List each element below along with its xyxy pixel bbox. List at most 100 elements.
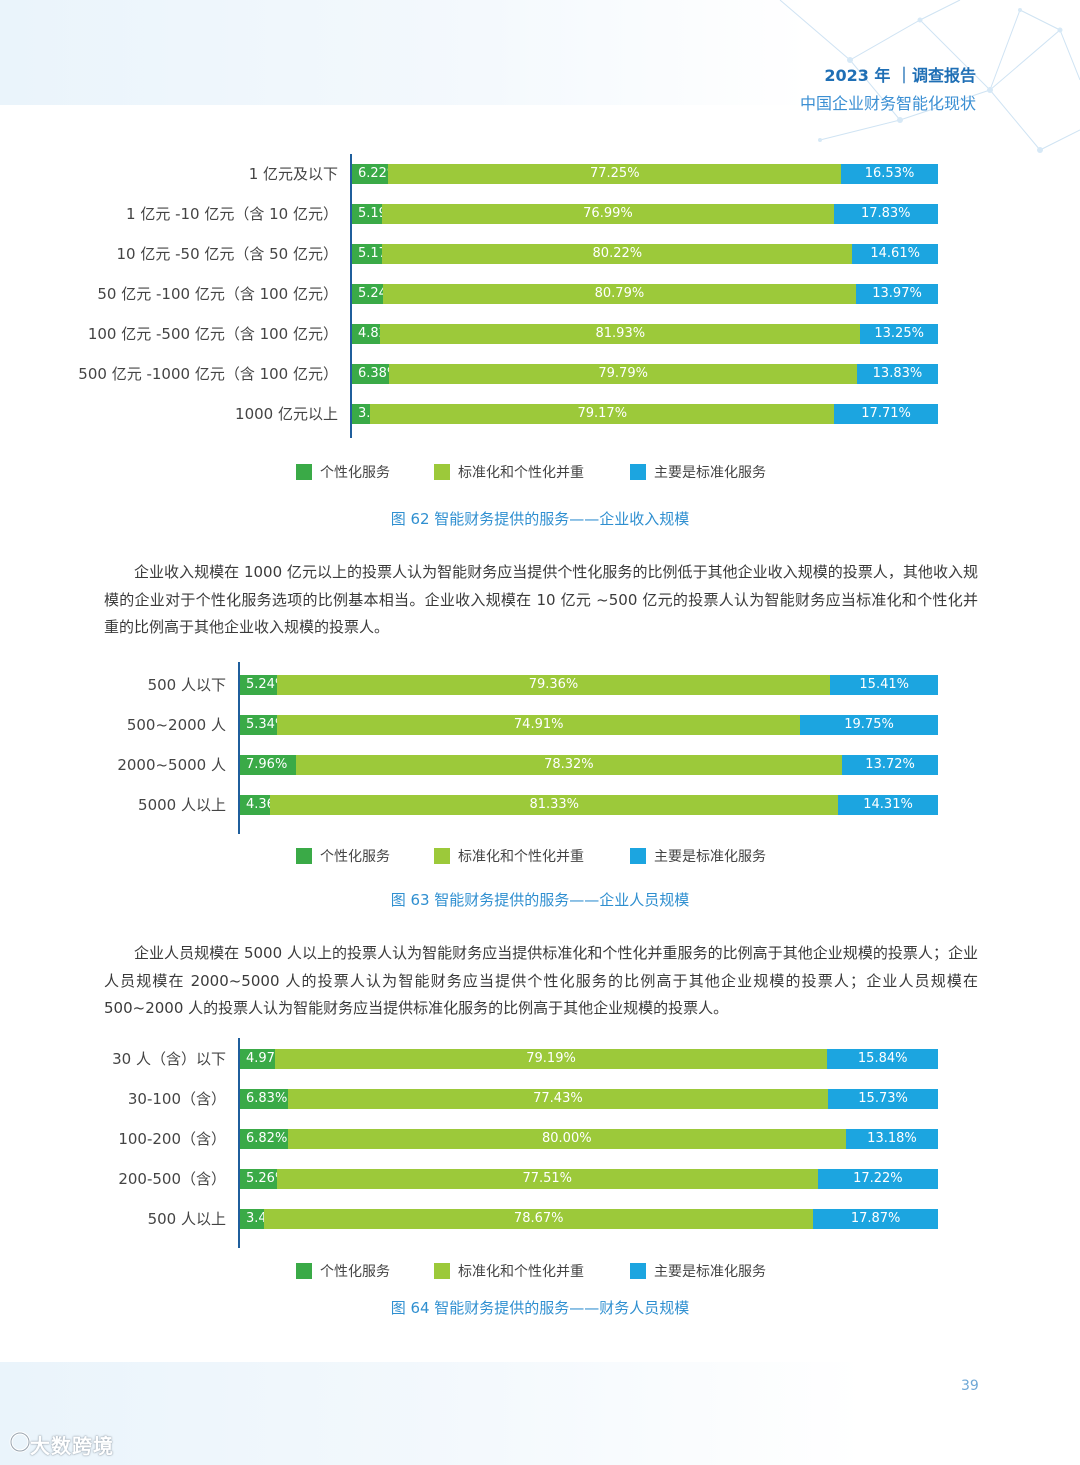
chart-row: 500 人以下 5.24% 79.36% 15.41% <box>0 675 1080 695</box>
category-label: 500 人以下 <box>147 676 226 694</box>
legend-label: 主要是标准化服务 <box>654 465 766 481</box>
category-label: 1000 亿元以上 <box>235 405 338 423</box>
bar-value-label: 16.53% <box>864 166 915 181</box>
chart-row: 1 亿元及以下 6.22% 77.25% 16.53% <box>0 164 1080 184</box>
bar-segment-both: 74.91% <box>277 715 801 735</box>
chart-row: 30-100（含） 6.83% 77.43% 15.73% <box>0 1089 1080 1109</box>
legend-swatch <box>434 1263 450 1279</box>
bar-segment-standard: 15.73% <box>828 1089 938 1109</box>
chart-62-legend: 个性化服务 标准化和个性化并重 主要是标准化服务 <box>296 463 766 481</box>
category-label: 500~2000 人 <box>126 716 226 734</box>
stacked-bar: 5.24% 80.79% 13.97% <box>352 284 938 304</box>
chart-row: 30 人（含）以下 4.97% 79.19% 15.84% <box>0 1049 1080 1069</box>
bar-value-label: 77.51% <box>522 1171 573 1186</box>
bar-segment-both: 76.99% <box>382 204 834 224</box>
chart-row: 1 亿元 -10 亿元（含 10 亿元） 5.19% 76.99% 17.83% <box>0 204 1080 224</box>
chart-64-legend: 个性化服务 标准化和个性化并重 主要是标准化服务 <box>296 1262 766 1280</box>
bar-segment-standard: 14.61% <box>852 244 938 264</box>
bar-segment-personalized: 5.26% <box>240 1169 287 1189</box>
bar-value-label: 76.99% <box>583 206 633 221</box>
bar-segment-personalized: 4.36% <box>240 795 287 815</box>
bar-value-label: 6.82% <box>246 1131 288 1146</box>
bar-value-label: 79.17% <box>577 406 628 421</box>
bar-segment-both: 80.79% <box>382 284 857 304</box>
stacked-bar: 3.13% 79.17% 17.71% <box>352 404 938 424</box>
legend-swatch <box>296 464 312 480</box>
bar-value-label: 79.79% <box>598 366 648 381</box>
network-decoration <box>779 0 1080 153</box>
category-label: 100-200（含） <box>118 1130 226 1148</box>
bar-segment-both: 78.32% <box>295 755 843 775</box>
bar-value-label: 79.19% <box>526 1051 576 1066</box>
bar-segment-personalized: 6.38% <box>352 364 399 384</box>
page-number: 39 <box>961 1378 979 1394</box>
stacked-bar: 6.83% 77.43% 15.73% <box>240 1089 938 1109</box>
bar-segment-personalized: 5.17% <box>352 244 399 264</box>
bar-segment-both: 81.33% <box>270 795 839 815</box>
stacked-bar: 7.96% 78.32% 13.72% <box>240 755 938 775</box>
bar-segment-personalized: 3.47% <box>240 1209 287 1229</box>
bar-segment-standard: 17.83% <box>833 204 938 224</box>
bar-segment-both: 79.36% <box>276 675 831 695</box>
bar-value-label: 19.75% <box>844 717 894 732</box>
category-label: 2000~5000 人 <box>117 756 226 774</box>
bar-segment-standard: 13.18% <box>845 1129 938 1149</box>
bar-segment-personalized: 5.24% <box>240 675 287 695</box>
figure-caption: 图 63 智能财务提供的服务——企业人员规模 <box>390 891 690 909</box>
figure-caption: 图 62 智能财务提供的服务——企业收入规模 <box>390 510 690 528</box>
bar-segment-both: 81.93% <box>380 324 861 344</box>
bar-value-label: 17.71% <box>861 406 911 421</box>
bar-value-label: 78.67% <box>513 1211 564 1226</box>
bar-value-label: 78.32% <box>544 757 594 772</box>
category-label: 30 人（含）以下 <box>112 1050 226 1068</box>
bar-segment-both: 78.67% <box>264 1209 814 1229</box>
legend-swatch <box>296 848 312 864</box>
bar-segment-personalized: 4.82% <box>352 324 399 344</box>
chart-row: 10 亿元 -50 亿元（含 50 亿元） 5.17% 80.22% 14.61% <box>0 244 1080 264</box>
legend-item-both: 标准化和个性化并重 <box>434 1262 630 1280</box>
bar-value-label: 14.61% <box>870 246 920 261</box>
bar-segment-standard: 13.83% <box>856 364 938 384</box>
bar-segment-personalized: 7.96% <box>240 755 296 775</box>
stacked-bar: 3.47% 78.67% 17.87% <box>240 1209 938 1229</box>
bar-segment-standard: 14.31% <box>838 795 938 815</box>
bar-value-label: 13.83% <box>872 366 923 381</box>
bar-segment-both: 79.17% <box>370 404 835 424</box>
bar-segment-standard: 17.87% <box>813 1209 938 1229</box>
legend-swatch <box>630 848 646 864</box>
legend-swatch <box>296 1263 312 1279</box>
bar-value-label: 81.33% <box>529 797 580 812</box>
stacked-bar: 5.24% 79.36% 15.41% <box>240 675 938 695</box>
body-paragraph: 企业收入规模在 1000 亿元以上的投票人认为智能财务应当提供个性化服务的比例低… <box>104 563 978 636</box>
chart-63-legend: 个性化服务 标准化和个性化并重 主要是标准化服务 <box>296 847 766 865</box>
bar-segment-standard: 15.41% <box>830 675 938 695</box>
bar-segment-standard: 17.22% <box>817 1169 938 1189</box>
bar-value-label: 80.00% <box>541 1131 592 1146</box>
bar-value-label: 13.18% <box>867 1131 917 1146</box>
bar-segment-personalized: 5.19% <box>352 204 399 224</box>
legend-label: 个性化服务 <box>320 465 390 481</box>
stacked-bar: 5.34% 74.91% 19.75% <box>240 715 938 735</box>
category-label: 5000 人以上 <box>138 796 226 814</box>
bar-value-label: 15.41% <box>859 677 909 692</box>
category-label: 1 亿元 -10 亿元（含 10 亿元） <box>126 205 338 223</box>
stacked-bar: 4.82% 81.93% 13.25% <box>352 324 938 344</box>
figure-caption: 图 64 智能财务提供的服务——财务人员规模 <box>390 1299 690 1317</box>
body-paragraph: 企业人员规模在 5000 人以上的投票人认为智能财务应当提供标准化和个性化并重服… <box>104 944 978 1017</box>
bar-segment-personalized: 4.97% <box>240 1049 287 1069</box>
bar-segment-both: 80.00% <box>287 1129 846 1149</box>
category-label: 100 亿元 -500 亿元（含 100 亿元） <box>87 325 338 343</box>
chart-row: 200-500（含） 5.26% 77.51% 17.22% <box>0 1169 1080 1189</box>
report-header: 2023 年 ｜调查报告 中国企业财务智能化现状 <box>800 62 976 114</box>
legend-item-standard: 主要是标准化服务 <box>630 1262 766 1280</box>
chart-axis <box>238 1038 240 1248</box>
bar-segment-both: 77.25% <box>388 164 842 184</box>
bar-value-label: 13.72% <box>865 757 915 772</box>
legend-label: 标准化和个性化并重 <box>458 465 584 481</box>
stacked-bar: 5.26% 77.51% 17.22% <box>240 1169 938 1189</box>
legend-item-standard: 主要是标准化服务 <box>630 847 766 865</box>
bar-value-label: 17.22% <box>853 1171 903 1186</box>
bar-value-label: 5.34% <box>246 717 288 732</box>
bar-segment-standard: 13.25% <box>860 324 938 344</box>
legend-label: 标准化和个性化并重 <box>458 849 584 865</box>
